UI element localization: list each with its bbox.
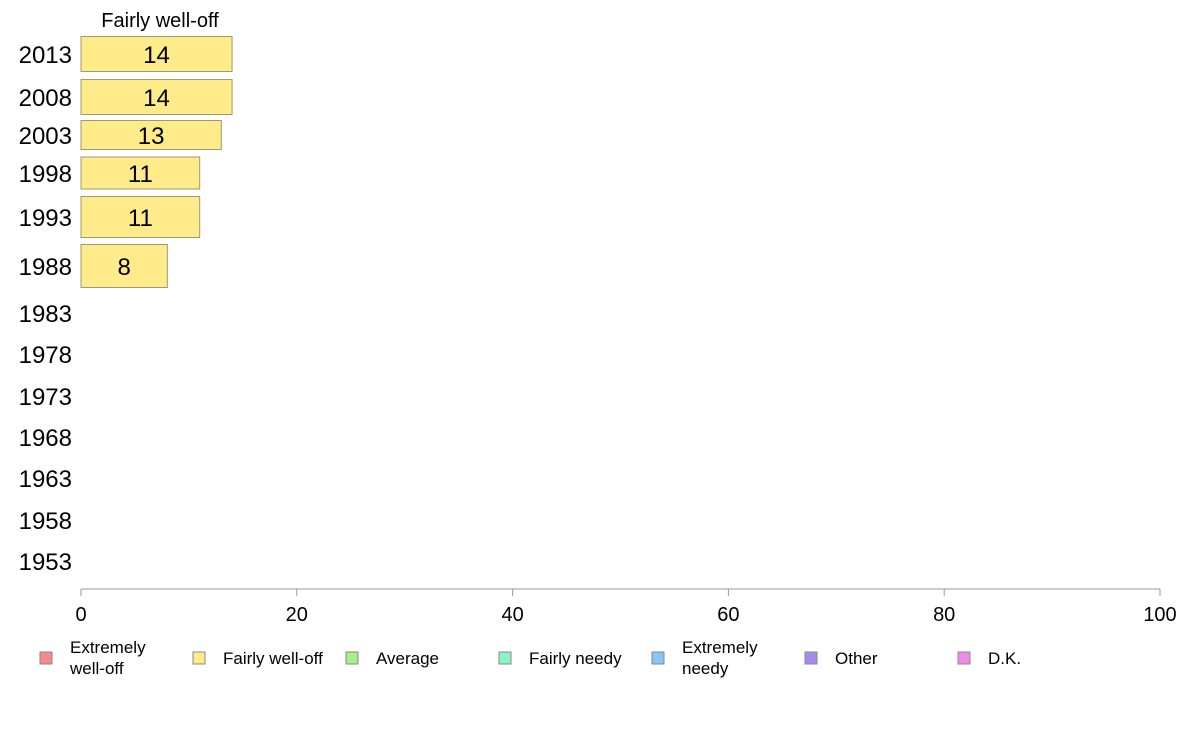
legend: Extremely well-off Fairly well-off Average F… xyxy=(39,638,1021,678)
legend-label-fairly-needy: Fairly needy xyxy=(529,649,622,668)
bar-value-label-1998: 11 xyxy=(128,161,153,188)
bar-value-label-2008: 14 xyxy=(143,85,170,112)
year-label-1983: 1983 xyxy=(19,301,72,328)
legend-label-extremely-needy: Extremely needy xyxy=(682,638,758,678)
year-labels: 2013 2008 2003 1998 1993 1988 1983 1978 1973 1968… xyxy=(19,42,72,576)
year-label-1998: 1998 xyxy=(19,161,72,188)
legend-swatch-fairly-well-off xyxy=(192,651,206,665)
year-label-1968: 1968 xyxy=(19,425,72,452)
legend-label-other: Other xyxy=(835,649,878,668)
series-title-layer: Fairly well-off xyxy=(101,10,219,32)
year-label-1958: 1958 xyxy=(19,508,72,535)
year-label-2003: 2003 xyxy=(19,123,72,150)
bars: 14 14 13 11 11 8 xyxy=(80,36,233,288)
year-label-2008: 2008 xyxy=(19,85,72,112)
legend-swatch-extremely-needy xyxy=(651,651,665,665)
x-tick-label-60: 60 xyxy=(717,604,739,626)
year-label-1988: 1988 xyxy=(19,254,72,281)
year-label-1978: 1978 xyxy=(19,342,72,369)
bar-value-label-1993: 11 xyxy=(128,205,153,232)
x-tick-label-40: 40 xyxy=(501,604,523,626)
legend-swatch-average xyxy=(345,651,359,665)
legend-label-d-k-: D.K. xyxy=(988,649,1021,668)
legend-swatch-extremely-well-off xyxy=(39,651,53,665)
x-tick-label-80: 80 xyxy=(933,604,955,626)
bar-value-label-2013: 14 xyxy=(143,42,170,69)
bar-value-label-2003: 13 xyxy=(138,123,165,150)
bar-fairly-well-off-1988 xyxy=(80,244,168,288)
x-axis: 0 20 40 60 80 100 xyxy=(75,588,1177,626)
bar-fairly-well-off-2013 xyxy=(80,36,233,72)
bar-fairly-well-off-1998 xyxy=(80,156,201,190)
legend-swatch-other xyxy=(804,651,818,665)
legend-label-extremely-well-off: Extremely well-off xyxy=(69,638,146,678)
year-label-1973: 1973 xyxy=(19,384,72,411)
x-tick-label-20: 20 xyxy=(286,604,308,626)
year-label-1993: 1993 xyxy=(19,205,72,232)
legend-label-average: Average xyxy=(376,649,439,668)
legend-swatch-d-k- xyxy=(957,651,971,665)
x-tick-label-0: 0 xyxy=(75,604,86,626)
series-title-fairly-well-off: Fairly well-off xyxy=(101,10,219,32)
year-label-1953: 1953 xyxy=(19,549,72,576)
bar-value-label-1988: 8 xyxy=(117,254,130,281)
x-tick-label-100: 100 xyxy=(1143,604,1176,626)
legend-label-fairly-well-off: Fairly well-off xyxy=(223,649,323,668)
bar-fairly-well-off-2003 xyxy=(80,120,222,150)
bar-fairly-well-off-1993 xyxy=(80,196,201,238)
year-label-1963: 1963 xyxy=(19,466,72,493)
year-label-2013: 2013 xyxy=(19,42,72,69)
legend-swatch-fairly-needy xyxy=(498,651,512,665)
bar-fairly-well-off-2008 xyxy=(80,79,233,115)
